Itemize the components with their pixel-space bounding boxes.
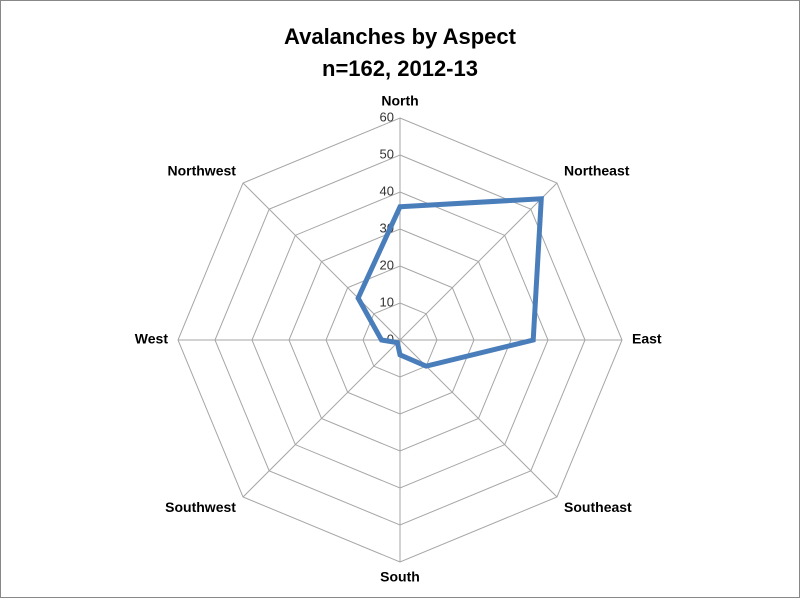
category-label: Southwest [165,499,236,515]
chart-subtitle: n=162, 2012-13 [322,56,478,81]
category-label: Northwest [167,162,236,178]
tick-label: 20 [380,257,394,272]
spoke [242,182,401,341]
category-label: Northeast [564,162,630,178]
tick-label: 50 [380,146,394,161]
tick-label: 60 [380,109,394,124]
category-label: West [135,331,169,347]
tick-label: 40 [380,183,394,198]
category-label: North [381,93,418,109]
spoke [399,182,558,341]
series-line [355,196,544,369]
chart-title: Avalanches by Aspect [284,24,517,49]
category-label: Southeast [564,499,632,515]
tick-label: 10 [380,294,394,309]
spoke [242,339,401,498]
category-label: South [380,569,420,585]
category-label: East [632,331,662,347]
